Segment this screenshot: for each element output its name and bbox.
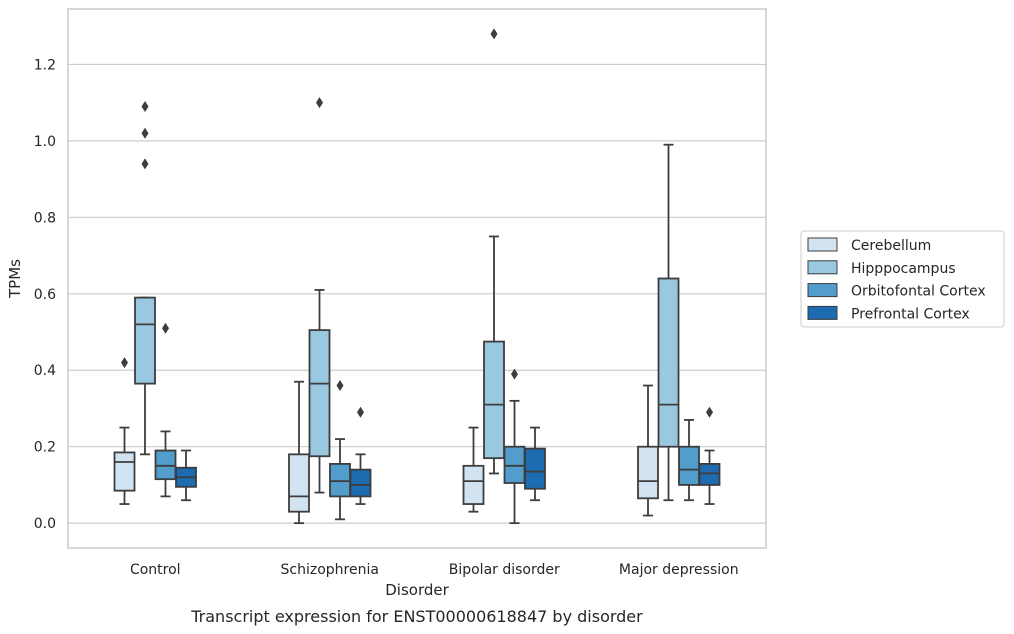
y-tick-label: 0.2 [34, 440, 56, 456]
outlier-point [336, 380, 344, 392]
box-prefrontal-cortex [349, 406, 372, 505]
y-tick-label: 0.8 [34, 210, 56, 226]
box-hipppocampus [308, 97, 331, 494]
grid-lines [68, 63, 766, 524]
outlier-point [511, 368, 518, 380]
box-group [113, 100, 197, 505]
box-cerebellum [288, 380, 310, 525]
iqr-box [154, 449, 177, 481]
legend-item: Cerebellum [807, 237, 931, 254]
iqr-box [349, 468, 372, 498]
x-axis-label: Disorder [385, 581, 449, 599]
box-cerebellum [462, 426, 485, 513]
x-tick-label: Major depression [619, 562, 739, 578]
iqr-box [678, 445, 700, 486]
iqr-box [483, 340, 505, 460]
box-cerebellum [113, 357, 136, 505]
box-cerebellum [637, 384, 659, 517]
box-orbitofontal-cortex [678, 419, 700, 502]
box-prefrontal-cortex [698, 406, 721, 505]
box-hipppocampus [483, 28, 505, 475]
box-group [637, 143, 721, 517]
box-prefrontal-cortex [175, 449, 197, 502]
legend-label: Prefrontal Cortex [851, 306, 970, 322]
outlier-point [141, 127, 149, 139]
y-axis-label: TPMs [6, 259, 24, 299]
iqr-box [329, 463, 351, 498]
box-group [462, 28, 546, 525]
legend-item: Orbitofontal Cortex [807, 283, 986, 300]
box-orbitofontal-cortex [329, 380, 351, 521]
chart-caption: Transcript expression for ENST0000061884… [190, 607, 643, 626]
x-tick-label: Control [130, 562, 181, 578]
iqr-box [288, 453, 310, 513]
box-group [288, 97, 372, 525]
outlier-point [121, 357, 128, 369]
y-tick-label: 0.4 [34, 363, 56, 379]
iqr-box [524, 447, 546, 490]
legend-item: Prefrontal Cortex [807, 305, 970, 322]
legend-label: Hipppocampus [851, 261, 956, 277]
legend-swatch [807, 283, 838, 298]
legend-swatch [807, 237, 838, 252]
legend-swatch [807, 260, 838, 275]
iqr-box [134, 296, 156, 385]
y-tick-label: 1.2 [34, 57, 56, 73]
box-prefrontal-cortex [524, 426, 546, 502]
iqr-box [637, 445, 659, 500]
iqr-box [308, 329, 331, 458]
iqr-box [657, 277, 680, 448]
box-hipppocampus [134, 100, 156, 456]
outlier-point [316, 97, 323, 109]
outlier-point [141, 100, 149, 112]
iqr-box [503, 445, 526, 484]
box-groups [113, 28, 721, 525]
box-hipppocampus [657, 143, 680, 502]
outlier-point [162, 322, 169, 334]
y-tick-label: 0.0 [34, 516, 56, 532]
legend-label: Cerebellum [851, 238, 931, 254]
box-orbitofontal-cortex [154, 322, 177, 498]
x-tick-label: Schizophrenia [281, 562, 379, 578]
legend-swatch [807, 305, 838, 320]
iqr-box [462, 464, 485, 505]
y-axis-ticks: 0.0 0.2 0.4 0.6 0.8 1.0 1.2 [34, 57, 56, 532]
iqr-box [113, 451, 136, 492]
plot-frame [67, 8, 767, 549]
y-tick-label: 0.6 [34, 287, 56, 303]
y-tick-label: 1.0 [34, 134, 56, 150]
x-tick-label: Bipolar disorder [449, 562, 560, 578]
box-orbitofontal-cortex [503, 368, 526, 525]
legend-box [800, 230, 1005, 328]
iqr-box [698, 463, 721, 486]
outlier-point [141, 158, 149, 170]
outlier-point [490, 28, 498, 40]
legend-label: Orbitofontal Cortex [851, 284, 986, 300]
outlier-point [357, 406, 364, 418]
legend-item: Hipppocampus [807, 260, 956, 277]
x-axis-ticks: Control Schizophrenia Bipolar disorder Majo… [130, 562, 739, 578]
outlier-point [706, 406, 713, 418]
legend: Cerebellum Hipppocampus Orbitofontal Corte… [800, 230, 1005, 328]
